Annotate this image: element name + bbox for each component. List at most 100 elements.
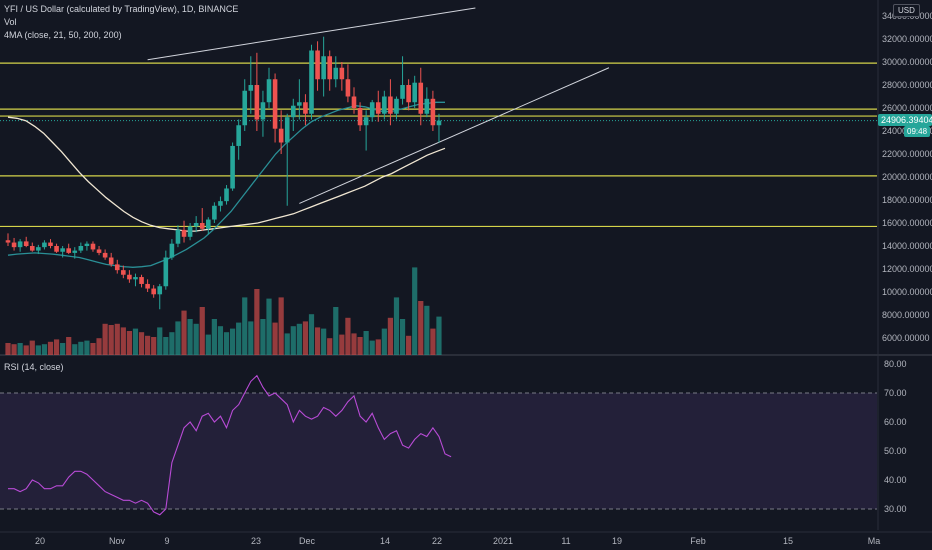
rsi-band	[0, 393, 877, 509]
candle-body	[254, 85, 260, 120]
volume-bar	[278, 297, 284, 355]
volume-bar	[369, 340, 375, 355]
volume-bar	[90, 343, 96, 355]
candle-body	[212, 205, 217, 220]
price-axis-tick: 20000.00000	[882, 172, 932, 182]
time-axis-tick: Dec	[299, 536, 316, 546]
volume-bar	[53, 339, 60, 355]
volume-bar	[345, 317, 351, 355]
candle-body	[139, 277, 144, 284]
volume-bar	[187, 319, 193, 355]
price-axis-tick: 8000.00000	[882, 310, 930, 320]
candle-body	[290, 105, 296, 118]
candle-body	[363, 117, 369, 126]
volume-bar	[236, 322, 242, 355]
candle-body	[108, 257, 114, 265]
volume-bar	[248, 321, 254, 355]
volume-bar	[157, 327, 163, 355]
candle-body	[48, 242, 53, 246]
candle-body	[224, 188, 229, 202]
time-axis-tick: 2021	[493, 536, 513, 546]
volume-bar	[72, 344, 78, 355]
price-axis-tick: 30000.00000	[882, 57, 932, 67]
channel-upper-trendline	[147, 7, 476, 61]
candle-body	[206, 219, 211, 229]
volume-bar	[11, 344, 17, 355]
price-axis-tick: 12000.00000	[882, 264, 932, 274]
candle-body	[321, 56, 326, 80]
volume-bar	[5, 343, 11, 355]
ma-legend: 4MA (close, 21, 50, 200, 200)	[4, 30, 122, 40]
candle-body	[60, 248, 65, 252]
volume-bar	[333, 307, 339, 355]
symbol-title: YFI / US Dollar (calculated by TradingVi…	[4, 4, 239, 14]
candle-body	[127, 274, 132, 280]
volume-bar	[357, 337, 363, 355]
volume-bar	[217, 326, 224, 355]
price-axis-tick: 18000.00000	[882, 195, 932, 205]
candle-body	[157, 286, 163, 295]
volume-bar	[351, 333, 357, 355]
candle-body	[36, 247, 41, 251]
candle-body	[369, 102, 375, 118]
time-axis-tick: Nov	[109, 536, 126, 546]
candle-body	[430, 98, 436, 126]
candle-body	[218, 201, 223, 206]
volume-bar	[430, 328, 436, 355]
volume-bar	[193, 323, 199, 355]
volume-bar	[23, 345, 29, 355]
candle-body	[388, 96, 393, 114]
candle-body	[11, 242, 17, 248]
volume-bar	[412, 267, 418, 355]
candle-body	[418, 82, 424, 114]
candle-body	[169, 243, 175, 258]
rsi-axis-tick: 80.00	[884, 359, 907, 369]
volume-bar	[102, 323, 108, 355]
volume-bar	[339, 334, 345, 355]
candle-body	[193, 223, 199, 227]
candle-body	[297, 102, 302, 106]
price-axis-tick: 32000.00000	[882, 34, 932, 44]
candle-body	[121, 270, 126, 275]
candle-body	[5, 240, 11, 243]
volume-bar	[181, 310, 187, 355]
price-axis-tick: 26000.00000	[882, 103, 932, 113]
volume-bar	[375, 339, 381, 355]
candle-body	[102, 252, 108, 258]
volume-bar	[406, 335, 412, 355]
candle-body	[309, 50, 314, 114]
candle-body	[29, 246, 35, 251]
volume-bar	[424, 305, 430, 355]
price-axis-tick: 6000.00000	[882, 333, 930, 343]
candle-body	[412, 82, 417, 103]
volume-bar	[205, 334, 211, 355]
currency-badge[interactable]: USD	[893, 4, 920, 17]
candle-body	[78, 246, 84, 251]
candle-body	[187, 226, 193, 237]
candle-body	[266, 79, 272, 103]
last-price-label: 24906.39404	[878, 114, 932, 126]
volume-bar	[254, 289, 260, 355]
volume-bar	[302, 321, 309, 355]
candle-body	[236, 125, 241, 146]
candle-body	[333, 67, 339, 80]
volume-bar	[132, 328, 139, 355]
volume-bar	[393, 297, 400, 355]
candle-body	[175, 229, 181, 244]
rsi-axis-tick: 50.00	[884, 446, 907, 456]
time-axis-tick: 20	[35, 536, 45, 546]
volume-bar	[84, 340, 90, 355]
candle-body	[327, 56, 333, 80]
time-axis-tick: 19	[612, 536, 622, 546]
candle-body	[406, 85, 411, 103]
volume-bar	[29, 340, 35, 355]
channel-lower-trendline	[299, 67, 610, 204]
rsi-axis-tick: 30.00	[884, 504, 907, 514]
rsi-line	[8, 374, 452, 516]
volume-bar	[327, 338, 333, 355]
volume-bar	[66, 337, 72, 355]
candle-body	[436, 120, 442, 126]
volume-bar	[211, 319, 217, 355]
ma50-line	[7, 116, 446, 232]
